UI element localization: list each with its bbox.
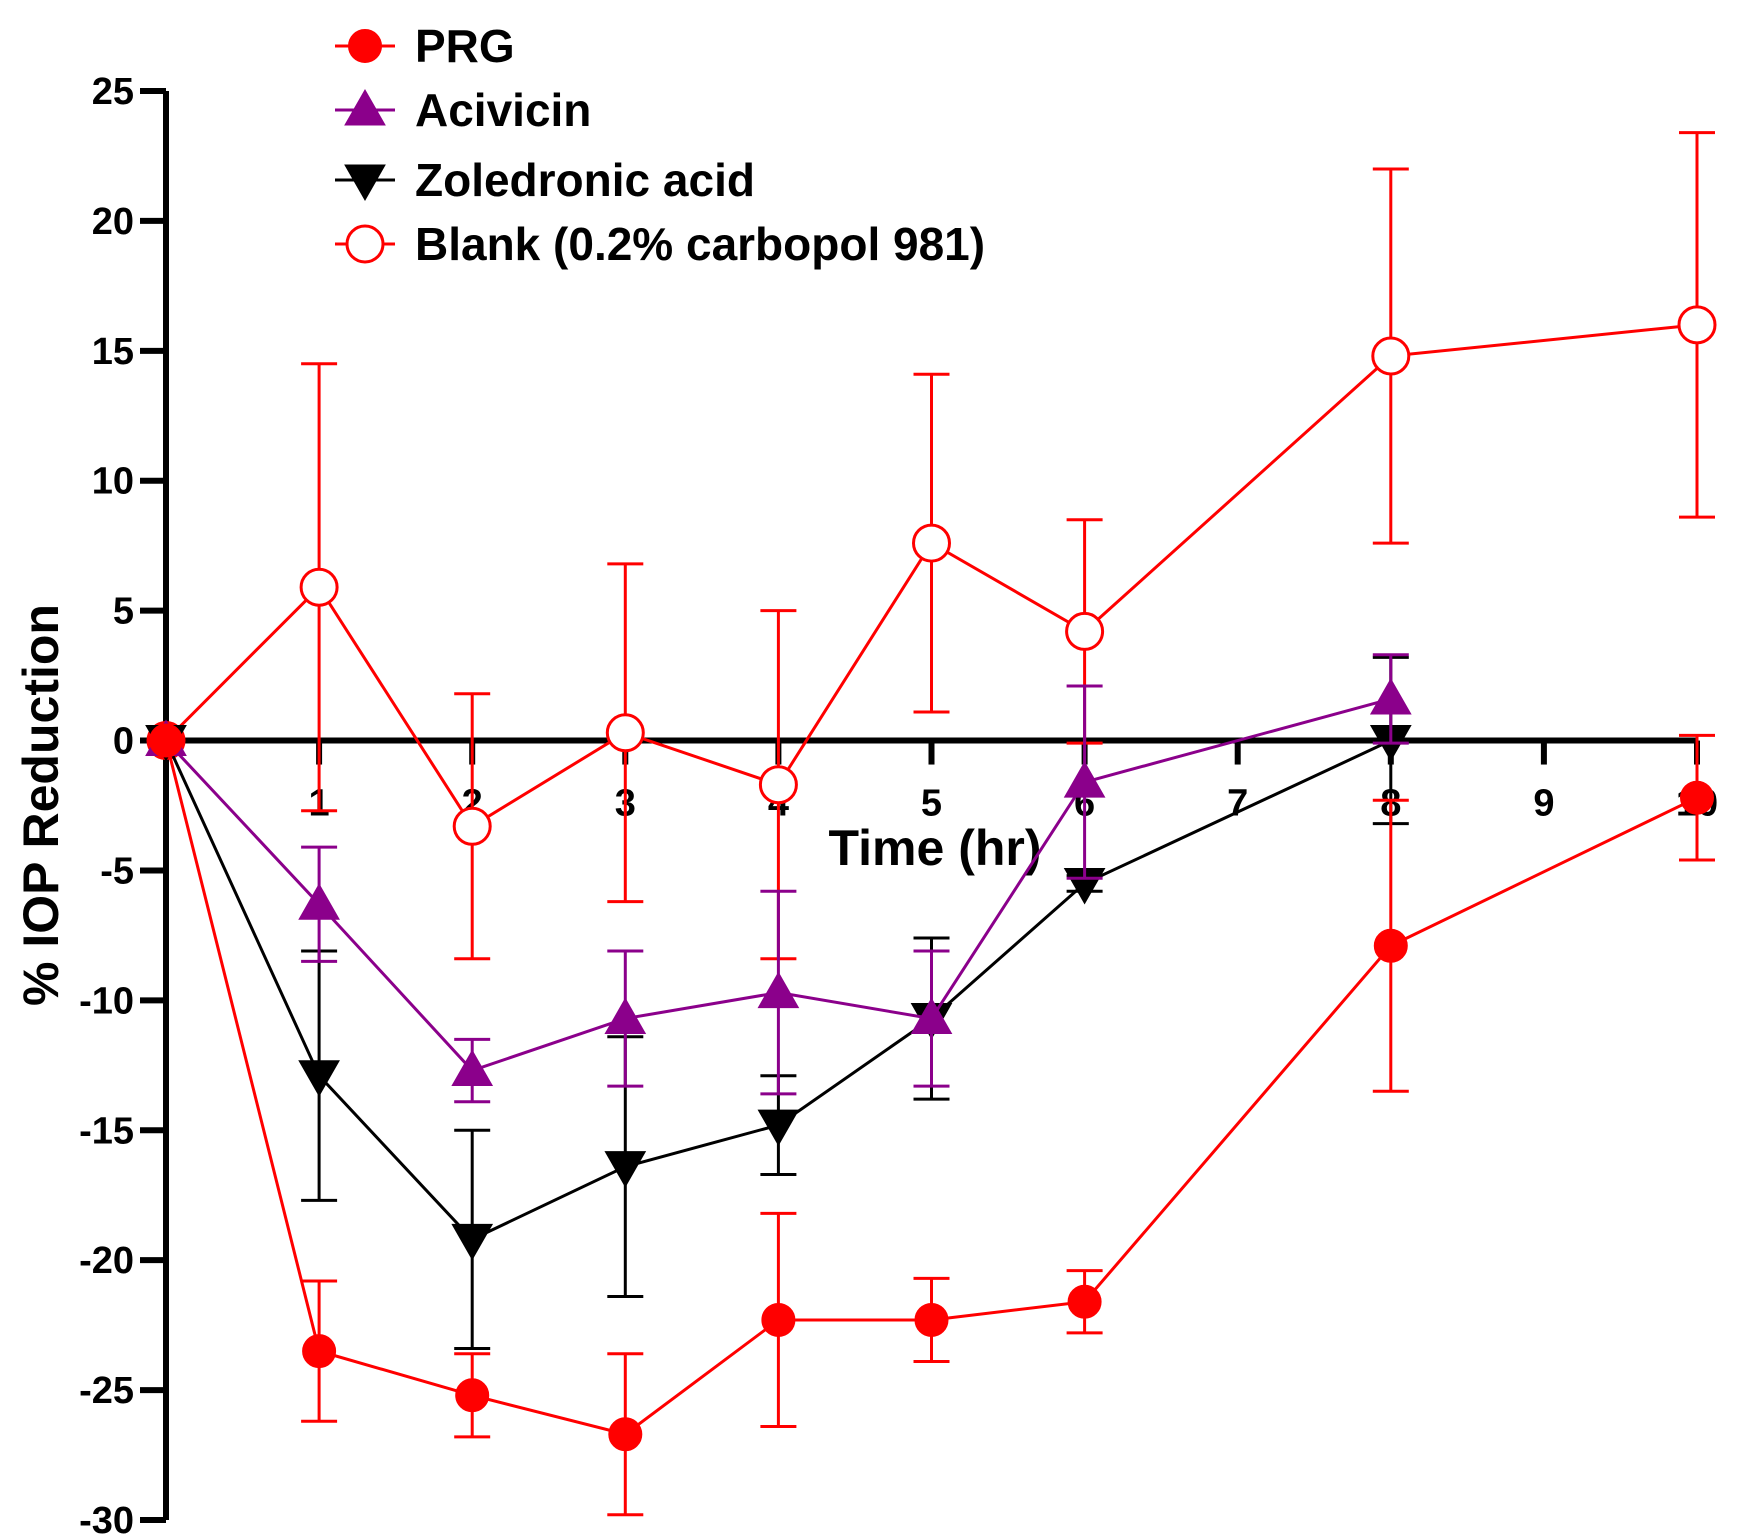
data-point [1371,336,1411,376]
legend-entry: Blank (0.2% carbopol 981) [335,218,985,270]
legend-entry: Acivicin [335,84,591,136]
data-point [910,997,953,1035]
data-point [1067,1284,1102,1319]
y-tick-label: 10 [92,461,134,503]
legend-entry: PRG [335,20,515,72]
data-point [604,1151,647,1188]
x-tick-label: 9 [1533,783,1554,825]
data-point [1063,761,1106,798]
legend-label: PRG [415,20,515,72]
legend-marker [345,224,385,264]
y-tick-label: 25 [92,71,134,113]
data-point [451,1049,494,1087]
data-point [1065,611,1105,651]
data-point [1369,677,1412,715]
y-tick-label: -10 [79,980,134,1022]
data-point [912,523,951,563]
data-point [914,1302,949,1337]
series-line [164,697,1392,1073]
y-tick-label: 20 [92,201,134,243]
x-tick-label: 7 [1227,783,1248,825]
data-point [299,567,339,607]
data-point [302,1334,337,1369]
y-tick-label: 0 [113,721,134,763]
data-point [761,1302,796,1337]
legend-marker [344,164,386,202]
series-blank-0-2-carbopol-981 [146,131,1717,961]
series-acivicin [145,653,1412,1104]
legend: PRG Acivicin Zoledronic acid Blank (0.2% ca… [335,20,985,270]
data-point [451,1223,494,1261]
x-tick-label: 5 [921,783,942,825]
data-point [298,883,340,920]
axes: 2520151050-5-10-15-20-25-3012345678910Ti… [13,71,1718,1538]
y-tick-label: 15 [92,331,134,373]
plot-area [145,131,1717,1517]
y-tick-label: 5 [113,591,134,633]
legend-label: Blank (0.2% carbopol 981) [415,218,985,270]
data-point [605,713,645,753]
y-tick-label: -20 [79,1240,134,1282]
y-tick-label: -25 [79,1370,134,1412]
legend-marker [344,88,386,126]
y-axis-title: % IOP Reduction [13,604,69,1006]
legend-label: Acivicin [415,84,591,136]
data-point [757,971,800,1009]
series-line [164,739,1392,1242]
y-tick-label: -5 [100,850,134,892]
data-point [758,765,798,805]
data-point [1680,780,1714,815]
data-point [757,1109,800,1147]
data-point [452,806,492,846]
y-tick-label: -15 [79,1110,134,1152]
data-point [1677,305,1717,345]
x-axis-title: Time (hr) [829,820,1042,876]
y-tick-label: -30 [79,1500,134,1538]
data-point [608,1417,643,1452]
legend-label: Zoledronic acid [415,154,755,206]
legend-marker [348,29,382,63]
data-point [298,1060,340,1097]
data-point [1373,928,1408,963]
data-point [149,723,183,758]
series-prg [149,723,1715,1517]
data-point [455,1378,490,1413]
legend-entry: Zoledronic acid [335,154,755,206]
data-point [604,997,647,1035]
